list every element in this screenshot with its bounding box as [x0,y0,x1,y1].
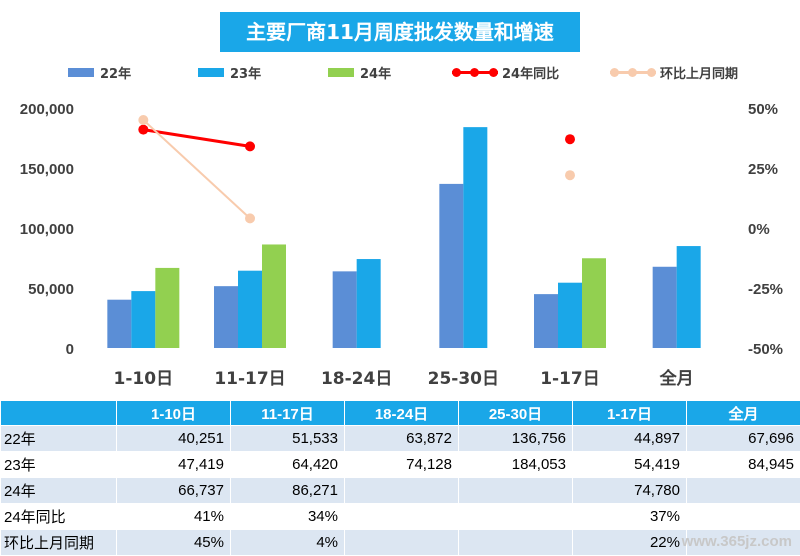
y-right-tick-label: 0% [748,221,770,238]
y-left-tick-label: 100,000 [20,221,74,238]
table-row: 24年同比 41% 34% 37% [1,504,800,530]
table-row: 22年 40,251 51,533 63,872 136,756 44,897 … [1,426,800,452]
table-cell [345,478,459,504]
table-cell: 86,271 [231,478,345,504]
bar [262,244,286,348]
data-point [565,134,575,144]
x-tick-label: 25-30日 [428,369,499,389]
table-cell: 22% [573,530,687,556]
table-row: 23年 47,419 64,420 74,128 184,053 54,419 … [1,452,800,478]
y-right-tick-label: 25% [748,161,778,178]
table-cell: 63,872 [345,426,459,452]
table-cell: 184,053 [459,452,573,478]
bar [653,267,677,348]
table-header-cell [1,401,117,426]
bar [333,271,357,348]
table-row-label: 环比上月同期 [1,530,117,556]
table-cell: 136,756 [459,426,573,452]
data-point [245,213,255,223]
watermark: www.365jz.com [682,533,792,550]
bar [107,300,131,348]
bar [534,294,558,348]
table-cell: 67,696 [687,426,800,452]
series-line-segment [143,130,250,147]
table-cell: 41% [117,504,231,530]
table-row-label: 23年 [1,452,117,478]
x-tick-label: 1-10日 [114,369,174,389]
data-table: 1-10日 11-17日 18-24日 25-30日 1-17日 全月 22年 … [0,400,800,556]
bar [558,283,582,348]
bar [131,291,155,348]
data-point [138,125,148,135]
table-row-label: 24年同比 [1,504,117,530]
bar [463,127,487,348]
table-header-cell: 11-17日 [231,401,345,426]
data-point [138,115,148,125]
bar [214,286,238,348]
table-cell: 74,128 [345,452,459,478]
x-tick-label: 18-24日 [321,369,392,389]
table-cell: 37% [573,504,687,530]
data-point [565,170,575,180]
table-cell [687,478,800,504]
table-cell: 45% [117,530,231,556]
bar [155,268,179,348]
x-tick-label: 1-17日 [540,369,600,389]
bar [439,184,463,348]
bar [677,246,701,348]
y-right-tick-label: -25% [748,281,783,298]
y-left-tick-label: 0 [66,341,74,358]
table-row: 24年 66,737 86,271 74,780 [1,478,800,504]
y-right-tick-label: -50% [748,341,783,358]
series-line-segment [143,120,250,218]
table-cell: 51,533 [231,426,345,452]
table-cell: 40,251 [117,426,231,452]
y-left-tick-label: 150,000 [20,161,74,178]
table-cell: 44,897 [573,426,687,452]
table-cell: 84,945 [687,452,800,478]
table-cell: 47,419 [117,452,231,478]
table-cell: 4% [231,530,345,556]
table-cell: 64,420 [231,452,345,478]
table-cell [459,478,573,504]
table-cell [459,530,573,556]
table-cell: 34% [231,504,345,530]
table-header-cell: 18-24日 [345,401,459,426]
y-left-tick-label: 50,000 [28,281,74,298]
table-cell [345,530,459,556]
table-header-cell: 1-10日 [117,401,231,426]
bar [582,258,606,348]
table-header-cell: 全月 [687,401,800,426]
table-cell: 74,780 [573,478,687,504]
table-header-cell: 25-30日 [459,401,573,426]
table-row-label: 22年 [1,426,117,452]
table-cell [345,504,459,530]
bar [357,259,381,348]
chart-plot: 0 50,000 100,000 150,000 200,000 -50% -25% 0% 25… [0,0,800,400]
table-cell [459,504,573,530]
table-cell: 54,419 [573,452,687,478]
y-left-tick-label: 200,000 [20,101,74,118]
table-cell [687,504,800,530]
bar [238,271,262,348]
table-cell: 66,737 [117,478,231,504]
chart-area: 主要厂商11月周度批发数量和增速 22年 23年 24年 24年同比 [0,0,800,400]
y-right-tick-label: 50% [748,101,778,118]
x-tick-label: 全月 [659,368,694,389]
table-header-cell: 1-17日 [573,401,687,426]
table-header-row: 1-10日 11-17日 18-24日 25-30日 1-17日 全月 [1,401,800,426]
table-row: 环比上月同期 45% 4% 22% [1,530,800,556]
x-tick-label: 11-17日 [214,369,285,389]
data-point [245,141,255,151]
table-row-label: 24年 [1,478,117,504]
